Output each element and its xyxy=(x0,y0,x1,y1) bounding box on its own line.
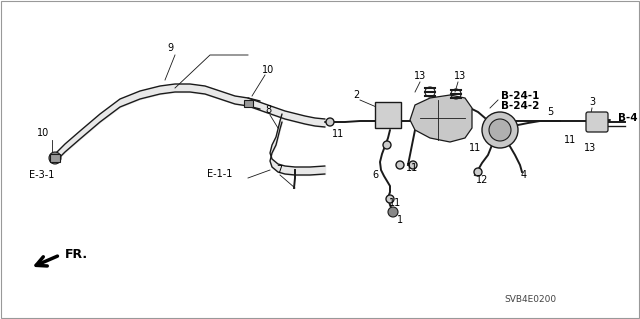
Text: 10: 10 xyxy=(262,65,274,75)
Text: 4: 4 xyxy=(521,170,527,180)
Circle shape xyxy=(409,161,417,169)
Text: 11: 11 xyxy=(406,163,418,173)
Text: 2: 2 xyxy=(353,90,359,100)
Text: 11: 11 xyxy=(389,198,401,208)
Text: 11: 11 xyxy=(469,143,481,153)
Text: E-1-1: E-1-1 xyxy=(207,169,232,179)
Circle shape xyxy=(474,168,482,176)
FancyBboxPatch shape xyxy=(586,112,608,132)
Circle shape xyxy=(489,119,511,141)
Text: 13: 13 xyxy=(414,71,426,81)
Text: SVB4E0200: SVB4E0200 xyxy=(504,295,556,305)
Text: 11: 11 xyxy=(332,129,344,139)
Text: FR.: FR. xyxy=(65,249,88,262)
Circle shape xyxy=(396,161,404,169)
FancyBboxPatch shape xyxy=(50,154,60,162)
Circle shape xyxy=(49,152,61,164)
Text: 13: 13 xyxy=(454,71,466,81)
Circle shape xyxy=(386,195,394,203)
Text: B-24-1: B-24-1 xyxy=(501,91,539,101)
Text: 9: 9 xyxy=(167,43,173,53)
Text: 8: 8 xyxy=(265,105,271,115)
Circle shape xyxy=(482,112,518,148)
FancyBboxPatch shape xyxy=(375,102,401,128)
Text: 5: 5 xyxy=(547,107,553,117)
Text: B-24-2: B-24-2 xyxy=(501,101,539,111)
Circle shape xyxy=(383,141,391,149)
Text: 1: 1 xyxy=(397,215,403,225)
Text: 3: 3 xyxy=(589,97,595,107)
Text: E-3-1: E-3-1 xyxy=(29,170,54,180)
FancyBboxPatch shape xyxy=(243,100,253,107)
Text: 12: 12 xyxy=(476,175,488,185)
Text: B-4: B-4 xyxy=(618,113,638,123)
Circle shape xyxy=(388,207,398,217)
Text: 11: 11 xyxy=(564,135,576,145)
Text: 6: 6 xyxy=(372,170,378,180)
Text: 10: 10 xyxy=(37,128,49,138)
Text: 7: 7 xyxy=(276,165,282,175)
Text: 13: 13 xyxy=(584,143,596,153)
Polygon shape xyxy=(410,95,472,142)
Circle shape xyxy=(326,118,334,126)
